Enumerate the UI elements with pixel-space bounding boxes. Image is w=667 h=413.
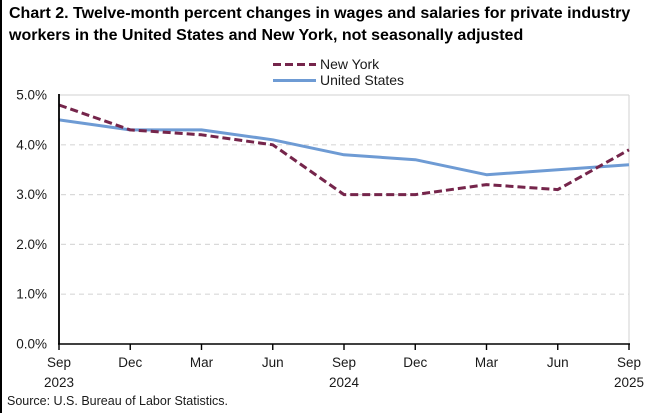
x-tick-label: Jun [262, 355, 284, 370]
x-tick-label: Jun [547, 355, 569, 370]
y-tick-label: 3.0% [16, 187, 47, 202]
y-tick-label: 2.0% [16, 237, 47, 252]
chart-title: Chart 2. Twelve-month percent changes in… [9, 5, 631, 44]
y-tick-label: 1.0% [16, 287, 47, 302]
x-tick-label: Mar [190, 355, 214, 370]
x-tick-label: Sep [332, 355, 356, 370]
legend-label-united-states: United States [320, 72, 405, 88]
x-tick-marks [58, 344, 630, 350]
y-tick-label: 5.0% [16, 88, 47, 103]
y-tick-label: 0.0% [16, 337, 47, 352]
x-year-label: 2025 [614, 375, 644, 390]
series-line-united-states [58, 118, 630, 177]
y-axis-labels: 0.0% 1.0% 2.0% 3.0% 4.0% 5.0% [16, 88, 47, 352]
new-york-line-sample [273, 62, 316, 66]
x-year-label: 2024 [329, 375, 360, 390]
x-tick-label: Dec [118, 355, 142, 370]
gridlines [61, 144, 629, 295]
source-note: Source: U.S. Bureau of Labor Statistics. [7, 394, 228, 408]
legend-label-new-york: New York [320, 56, 380, 72]
x-tick-label: Sep [47, 355, 71, 370]
x-axis-labels: Sep Dec Mar Jun Sep Dec Mar Jun Sep 2023 2024 2025 [44, 355, 644, 390]
chart-legend: New York United States [273, 56, 404, 88]
plot-border [59, 94, 630, 344]
united-states-line-sample [273, 78, 316, 82]
x-tick-label: Dec [403, 355, 427, 370]
y-tick-label: 4.0% [16, 137, 47, 152]
series-line-new-york [58, 103, 630, 197]
series-lines [58, 103, 630, 197]
x-year-label: 2023 [44, 375, 74, 390]
legend-item-united-states: United States [273, 72, 404, 88]
legend-item-new-york: New York [273, 56, 404, 72]
x-tick-label: Mar [475, 355, 499, 370]
x-tick-label: Sep [617, 355, 641, 370]
